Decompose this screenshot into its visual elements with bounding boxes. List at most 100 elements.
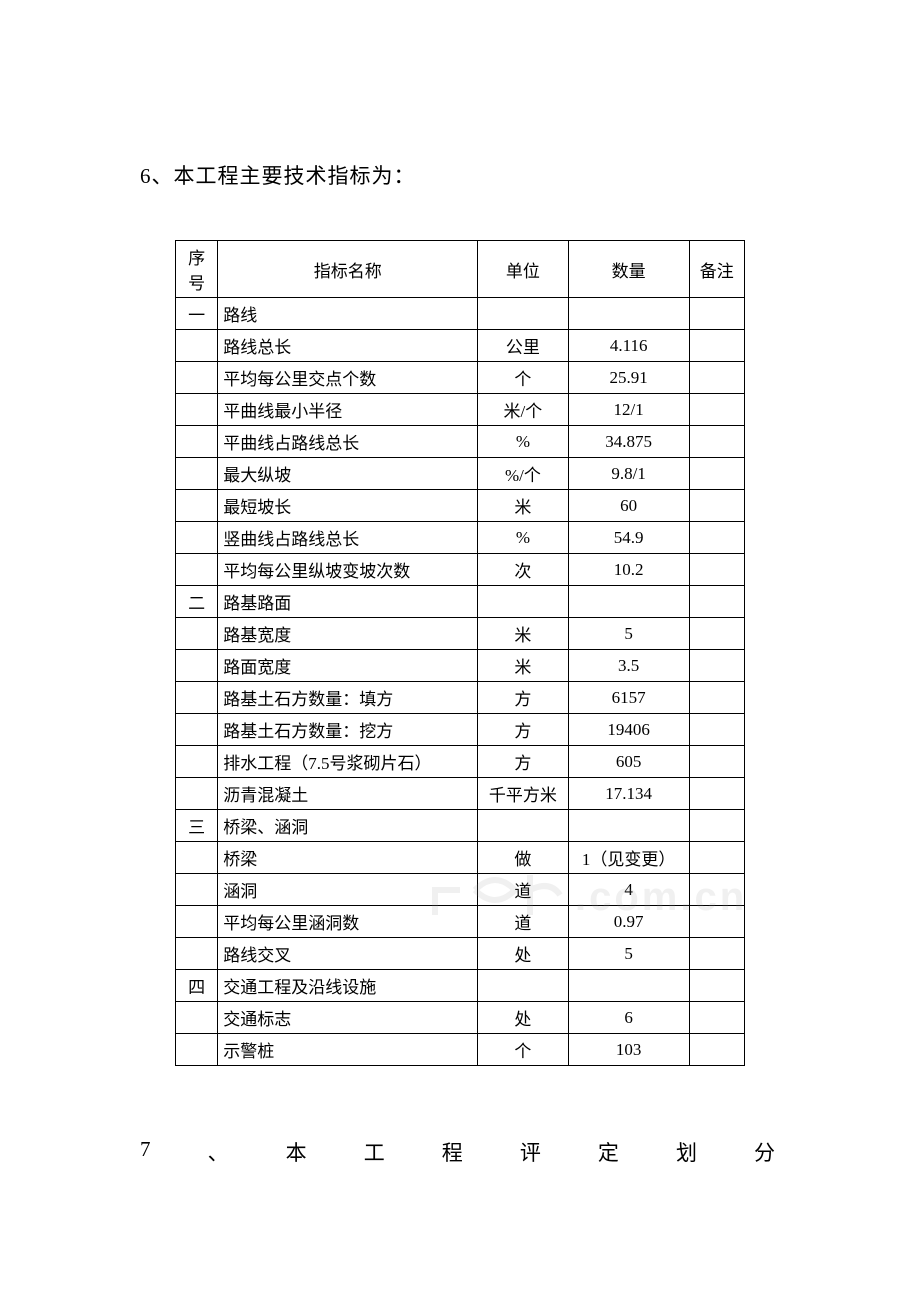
cell-unit <box>478 298 569 330</box>
cell-seq <box>176 1002 218 1034</box>
table-row: 竖曲线占路线总长%54.9 <box>176 522 745 554</box>
cell-seq <box>176 874 218 906</box>
cell-unit: 方 <box>478 682 569 714</box>
cell-note <box>689 874 744 906</box>
table-row: 平均每公里涵洞数道0.97 <box>176 906 745 938</box>
cell-note <box>689 778 744 810</box>
cell-note <box>689 810 744 842</box>
footer-char: 工 <box>364 1137 385 1167</box>
table-row: 沥青混凝土千平方米17.134 <box>176 778 745 810</box>
cell-qty <box>568 810 689 842</box>
cell-seq <box>176 426 218 458</box>
cell-name: 最短坡长 <box>218 490 478 522</box>
col-header-seq: 序号 <box>176 241 218 298</box>
table-row: 排水工程（7.5号浆砌片石）方605 <box>176 746 745 778</box>
cell-unit: 处 <box>478 938 569 970</box>
cell-seq <box>176 458 218 490</box>
cell-qty: 1（见变更） <box>568 842 689 874</box>
table-row: 最短坡长米60 <box>176 490 745 522</box>
cell-note <box>689 394 744 426</box>
cell-qty <box>568 298 689 330</box>
cell-unit: 道 <box>478 906 569 938</box>
cell-qty: 5 <box>568 618 689 650</box>
cell-seq <box>176 1034 218 1066</box>
cell-name: 平均每公里交点个数 <box>218 362 478 394</box>
cell-name: 桥梁、涵洞 <box>218 810 478 842</box>
cell-name: 桥梁 <box>218 842 478 874</box>
table-row: 路基宽度米5 <box>176 618 745 650</box>
cell-name: 竖曲线占路线总长 <box>218 522 478 554</box>
section-6-title: 6、本工程主要技术指标为： <box>140 160 780 190</box>
cell-seq <box>176 618 218 650</box>
table-row: 路面宽度米3.5 <box>176 650 745 682</box>
cell-name: 交通标志 <box>218 1002 478 1034</box>
cell-name: 平均每公里纵坡变坡次数 <box>218 554 478 586</box>
table-body: 一路线路线总长公里4.116平均每公里交点个数个25.91平曲线最小半径米/个1… <box>176 298 745 1066</box>
table-row: 路基土石方数量：挖方方19406 <box>176 714 745 746</box>
table-row: 平均每公里交点个数个25.91 <box>176 362 745 394</box>
cell-note <box>689 1034 744 1066</box>
cell-name: 示警桩 <box>218 1034 478 1066</box>
cell-qty: 60 <box>568 490 689 522</box>
cell-name: 最大纵坡 <box>218 458 478 490</box>
table-row: 二路基路面 <box>176 586 745 618</box>
cell-unit: %/个 <box>478 458 569 490</box>
cell-qty: 4 <box>568 874 689 906</box>
cell-name: 路基宽度 <box>218 618 478 650</box>
cell-note <box>689 458 744 490</box>
cell-seq: 二 <box>176 586 218 618</box>
cell-unit: 方 <box>478 714 569 746</box>
cell-name: 路基路面 <box>218 586 478 618</box>
cell-note <box>689 1002 744 1034</box>
cell-note <box>689 554 744 586</box>
cell-unit: 方 <box>478 746 569 778</box>
cell-name: 排水工程（7.5号浆砌片石） <box>218 746 478 778</box>
cell-unit: 道 <box>478 874 569 906</box>
cell-unit <box>478 586 569 618</box>
cell-qty <box>568 586 689 618</box>
cell-note <box>689 618 744 650</box>
cell-seq <box>176 394 218 426</box>
col-header-unit: 单位 <box>478 241 569 298</box>
cell-unit: 次 <box>478 554 569 586</box>
cell-seq <box>176 554 218 586</box>
cell-unit: 米/个 <box>478 394 569 426</box>
cell-note <box>689 426 744 458</box>
cell-note <box>689 650 744 682</box>
footer-char: 分 <box>754 1137 775 1167</box>
technical-indicators-table: 序号 指标名称 单位 数量 备注 一路线路线总长公里4.116平均每公里交点个数… <box>175 240 745 1066</box>
table-header-row: 序号 指标名称 单位 数量 备注 <box>176 241 745 298</box>
cell-unit <box>478 970 569 1002</box>
cell-unit: 公里 <box>478 330 569 362</box>
cell-unit: 米 <box>478 490 569 522</box>
cell-seq <box>176 778 218 810</box>
cell-qty: 54.9 <box>568 522 689 554</box>
cell-name: 路面宽度 <box>218 650 478 682</box>
cell-qty: 17.134 <box>568 778 689 810</box>
cell-unit <box>478 810 569 842</box>
section-7-title: 7 、 本 工 程 评 定 划 分 <box>140 1137 775 1167</box>
table-row: 最大纵坡%/个9.8/1 <box>176 458 745 490</box>
cell-name: 涵洞 <box>218 874 478 906</box>
cell-seq <box>176 522 218 554</box>
cell-name: 路线总长 <box>218 330 478 362</box>
cell-qty: 34.875 <box>568 426 689 458</box>
cell-qty: 103 <box>568 1034 689 1066</box>
table-row: 涵洞道4 <box>176 874 745 906</box>
cell-note <box>689 970 744 1002</box>
cell-seq: 三 <box>176 810 218 842</box>
table-row: 路基土石方数量：填方方6157 <box>176 682 745 714</box>
cell-seq <box>176 490 218 522</box>
cell-qty: 19406 <box>568 714 689 746</box>
col-header-name: 指标名称 <box>218 241 478 298</box>
cell-qty: 25.91 <box>568 362 689 394</box>
cell-qty: 6 <box>568 1002 689 1034</box>
cell-seq <box>176 682 218 714</box>
cell-unit: 个 <box>478 362 569 394</box>
cell-seq <box>176 362 218 394</box>
cell-name: 路基土石方数量：挖方 <box>218 714 478 746</box>
cell-note <box>689 586 744 618</box>
cell-name: 路线交叉 <box>218 938 478 970</box>
table-row: 路线交叉处5 <box>176 938 745 970</box>
cell-qty: 3.5 <box>568 650 689 682</box>
